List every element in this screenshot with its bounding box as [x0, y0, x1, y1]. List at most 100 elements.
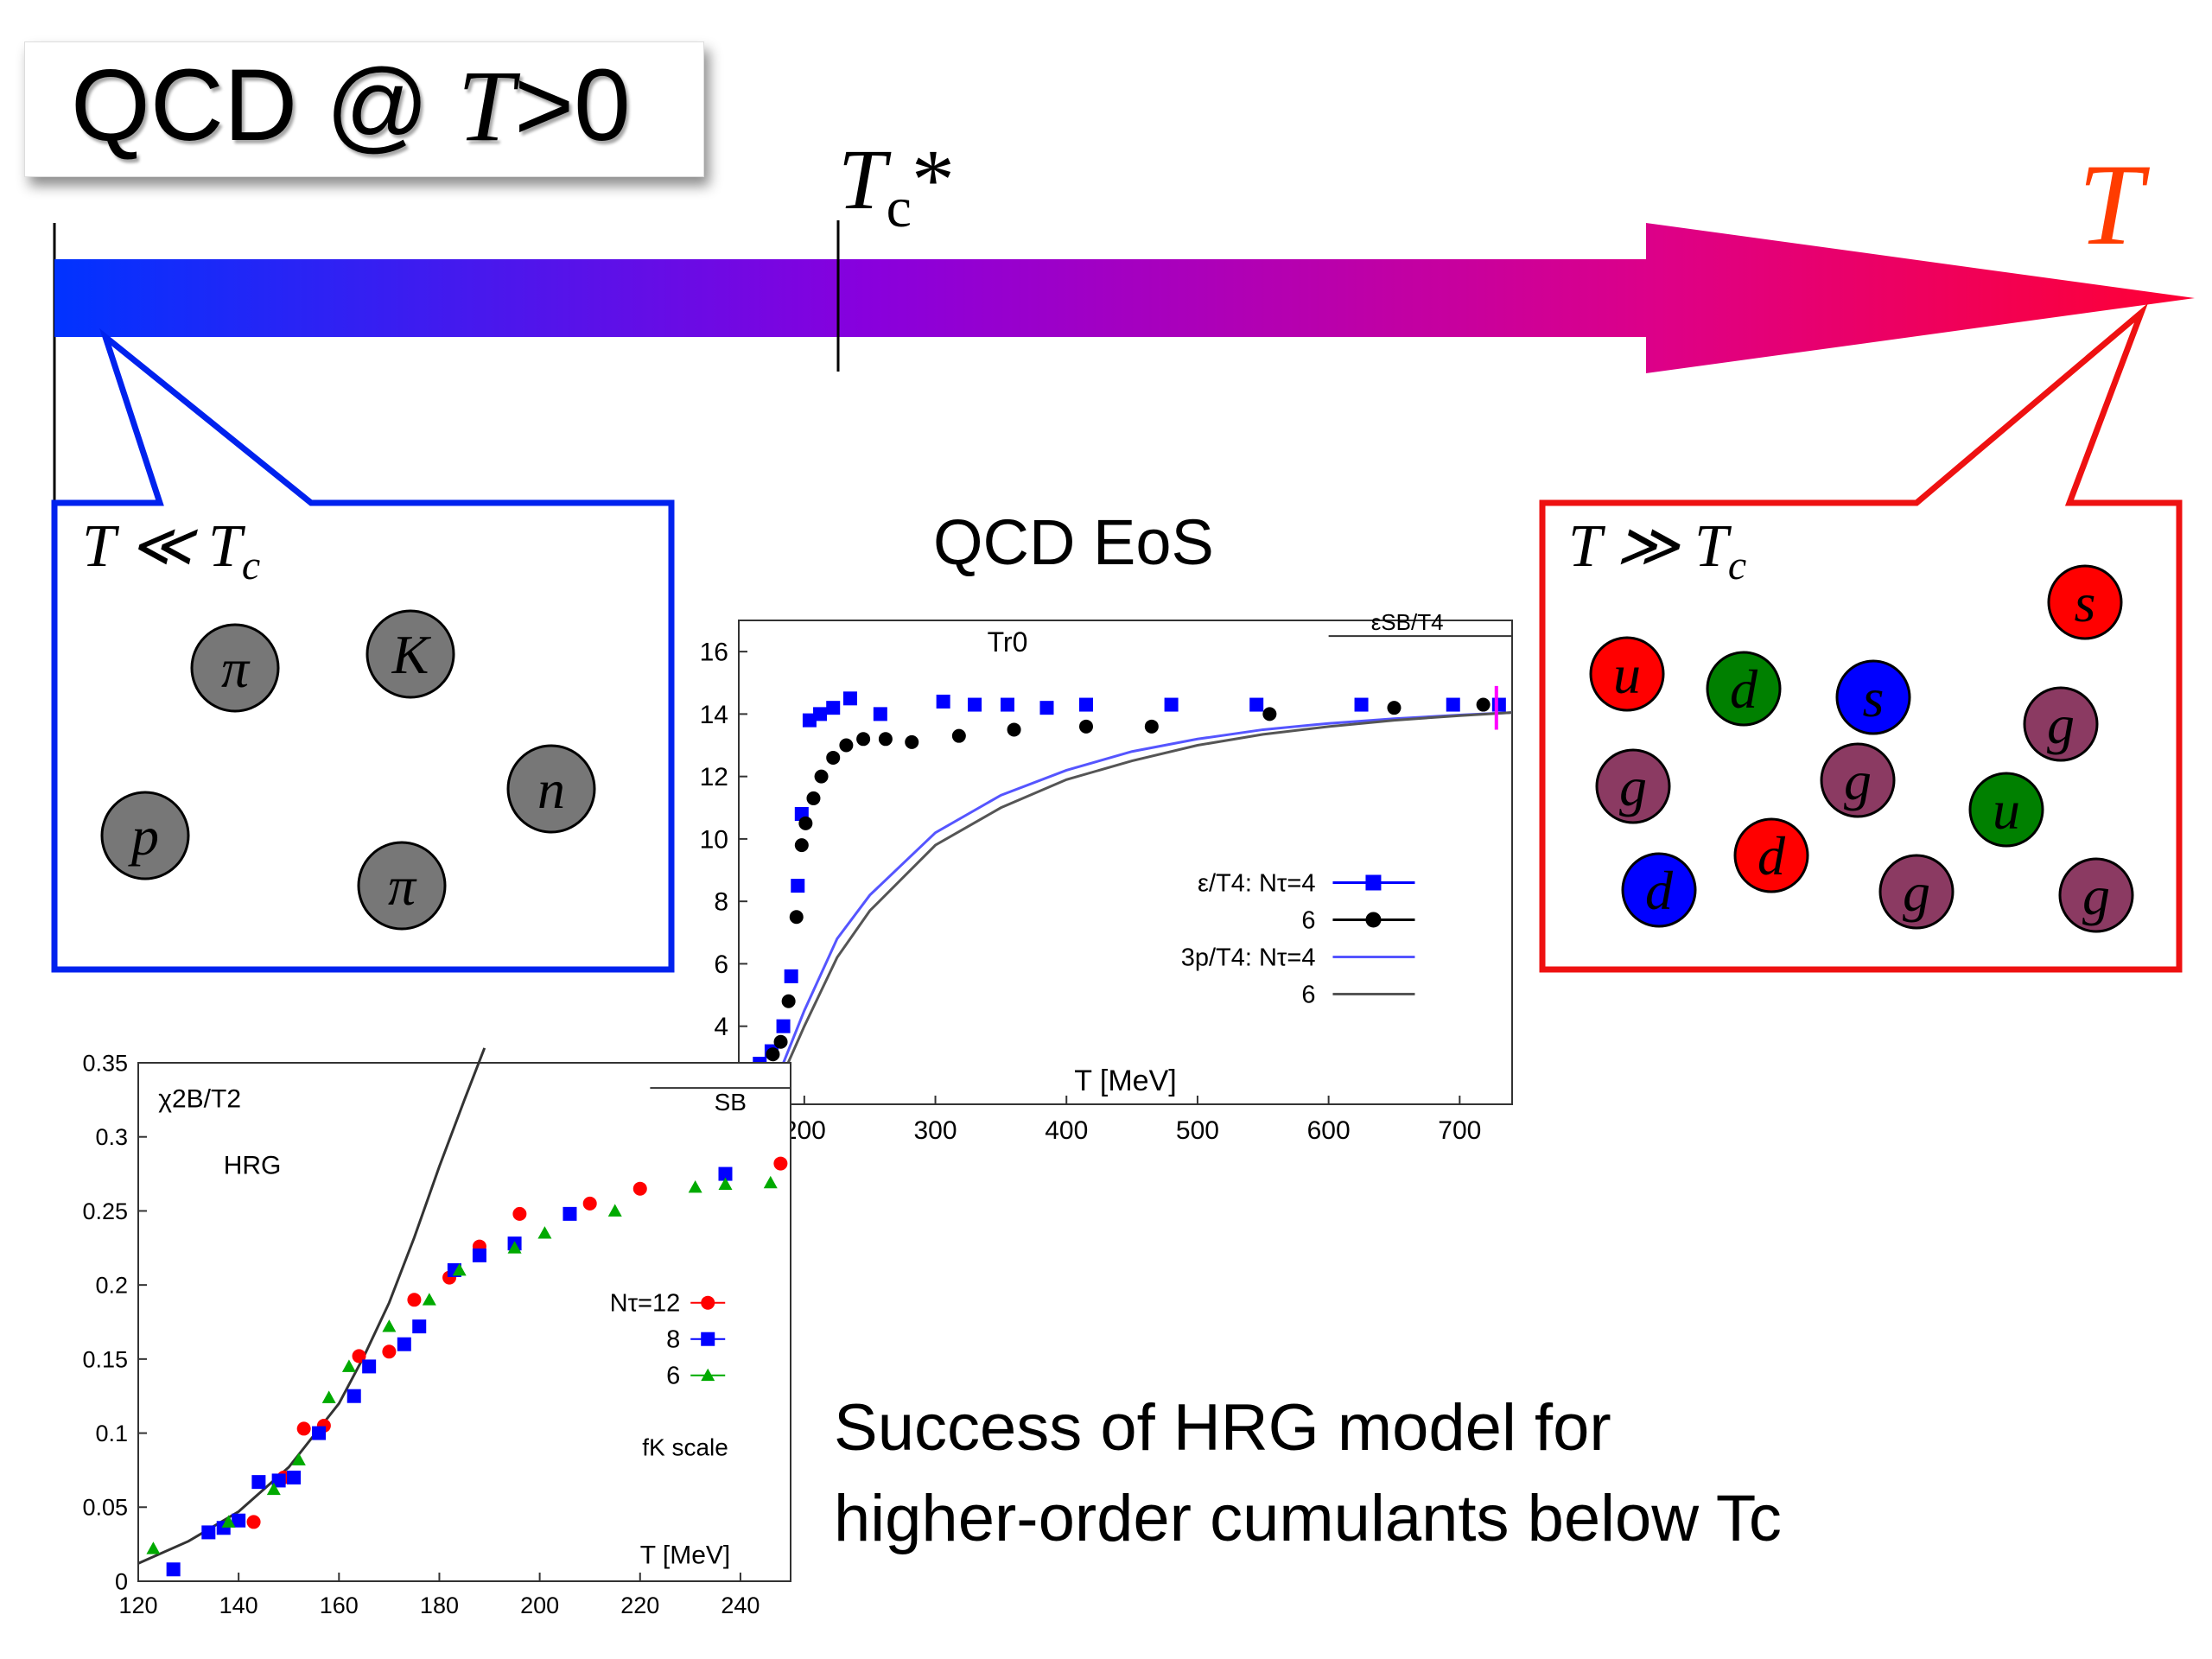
- y-tick-label: 0.25: [82, 1198, 128, 1224]
- x-tick-label: 220: [620, 1592, 659, 1618]
- y-tick-label: 0.15: [82, 1346, 128, 1372]
- susceptibility-chart: 120 140 160 180 200 220 240 0 0.05 0.1 0.15 0.2 0.25…: [82, 1047, 791, 1618]
- data-point: [784, 969, 798, 983]
- svg-text:g: g: [2082, 865, 2110, 926]
- data-point: [951, 728, 966, 743]
- legend-label: 3p/T4: Nτ=4: [1181, 944, 1316, 971]
- y-tick-label: 0: [115, 1568, 128, 1594]
- x-tick-label: 240: [721, 1592, 760, 1618]
- data-point: [512, 1206, 527, 1221]
- data-point: [407, 1293, 422, 1307]
- data-point: [582, 1196, 597, 1211]
- data-point: [781, 994, 796, 1008]
- y-tick-label: 12: [700, 763, 728, 791]
- legend-label: 6: [1301, 906, 1315, 934]
- title-box: [24, 41, 704, 177]
- x-tick-label: 300: [914, 1116, 957, 1145]
- svg-text:π: π: [388, 855, 417, 917]
- data-point: [266, 1482, 281, 1496]
- annotation-scale: fK scale: [642, 1433, 728, 1460]
- data-point: [1000, 697, 1014, 712]
- data-point: [1144, 719, 1159, 734]
- data-point: [718, 1177, 733, 1190]
- data-point: [341, 1359, 356, 1372]
- data-point: [397, 1337, 411, 1351]
- data-point: [1354, 697, 1369, 712]
- y-tick-label: 8: [714, 888, 728, 917]
- data-point: [312, 1426, 327, 1440]
- x-axis-label: T [MeV]: [1074, 1065, 1176, 1097]
- temperature-arrow: [54, 223, 2195, 373]
- data-point: [1262, 707, 1277, 721]
- data-point: [839, 738, 854, 753]
- legend-marker: [1365, 912, 1382, 928]
- data-point: [422, 1293, 436, 1306]
- particle-proton: p: [100, 791, 190, 880]
- data-point: [798, 816, 813, 830]
- data-point: [1387, 701, 1402, 715]
- data-point: [271, 1473, 286, 1488]
- particle-s-0: s: [2047, 564, 2123, 640]
- particle-d-8: d: [1733, 817, 1809, 893]
- data-point: [856, 732, 871, 747]
- data-point: [287, 1471, 302, 1484]
- data-point: [296, 1421, 311, 1436]
- caption-line-2: higher-order cumulants below Tc: [834, 1482, 1782, 1555]
- annotation-sb: SB: [715, 1089, 747, 1116]
- data-point: [718, 1166, 733, 1181]
- data-point: [362, 1359, 377, 1374]
- eos-heading: QCD EoS: [933, 506, 1214, 578]
- plot-frame: [137, 1062, 791, 1582]
- data-point: [563, 1206, 577, 1221]
- svg-text:n: n: [537, 759, 565, 820]
- svg-text:π: π: [221, 638, 251, 699]
- data-point: [1491, 697, 1506, 712]
- data-point: [688, 1180, 702, 1193]
- series-3: [146, 1175, 778, 1554]
- data-point: [251, 1475, 266, 1490]
- x-tick-label: 400: [1045, 1116, 1088, 1145]
- data-point: [146, 1541, 161, 1554]
- data-point: [412, 1319, 427, 1334]
- svg-text:s: s: [1863, 667, 1885, 728]
- particle-pi-1: π: [190, 623, 280, 713]
- data-point: [346, 1389, 361, 1403]
- legend-label: 6: [1301, 981, 1315, 1008]
- particle-g-4: g: [1595, 748, 1671, 824]
- data-point: [382, 1319, 397, 1332]
- temperature-axis-label: T: [2078, 141, 2144, 270]
- data-point: [814, 769, 829, 784]
- high-temperature-label: T ≫ Tc: [1568, 513, 1747, 588]
- particle-g-5: g: [1820, 742, 1896, 818]
- data-point: [382, 1344, 397, 1359]
- particle-kaon: K: [365, 609, 455, 699]
- data-point: [1007, 722, 1021, 737]
- data-point: [776, 1019, 791, 1033]
- data-point: [1249, 697, 1264, 712]
- svg-text:g: g: [1619, 756, 1647, 817]
- legend-label: 8: [666, 1326, 680, 1354]
- data-point: [607, 1204, 622, 1217]
- data-point: [537, 1226, 552, 1239]
- data-point: [791, 879, 805, 893]
- x-tick-label: 140: [219, 1592, 258, 1618]
- x-tick-label: 160: [320, 1592, 359, 1618]
- x-tick-label: 180: [420, 1592, 459, 1618]
- data-point: [905, 734, 919, 749]
- legend-label: Nτ=12: [610, 1290, 681, 1318]
- y-tick-label: 0.35: [82, 1050, 128, 1076]
- legend-marker: [701, 1295, 715, 1310]
- caption: Success of HRG model for higher-order cu…: [834, 1382, 1782, 1564]
- particle-g-11: g: [2058, 857, 2134, 933]
- data-point: [246, 1515, 261, 1529]
- svg-text:s: s: [2075, 572, 2096, 633]
- x-tick-label: 600: [1307, 1116, 1351, 1145]
- data-point: [232, 1513, 246, 1528]
- data-point: [826, 701, 841, 715]
- data-point: [842, 691, 857, 706]
- data-point: [1078, 719, 1093, 734]
- y-tick-label: 0.1: [95, 1421, 128, 1446]
- svg-text:d: d: [1730, 658, 1758, 720]
- legend-marker: [701, 1332, 715, 1346]
